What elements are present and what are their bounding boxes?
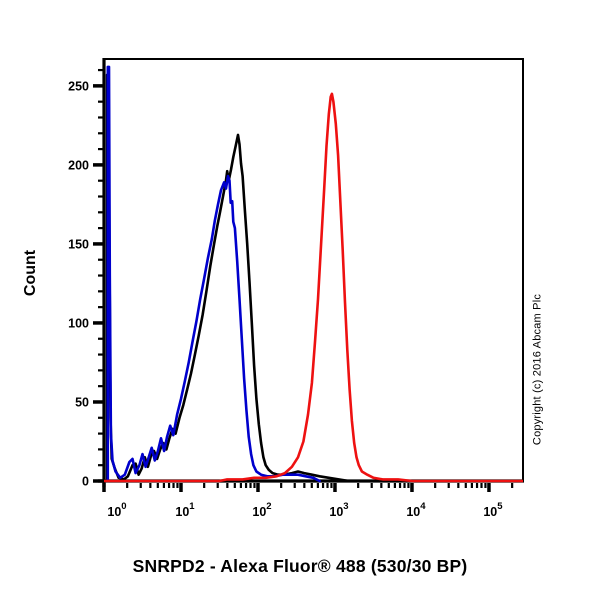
x-tick-label: 104	[406, 501, 426, 519]
curve-blue-control	[106, 65, 321, 483]
x-tick-label: 105	[483, 501, 503, 519]
chart-title: SNRPD2 - Alexa Fluor® 488 (530/30 BP)	[132, 556, 468, 576]
y-tick-label: 100	[68, 316, 89, 330]
y-axis-title: Count	[22, 249, 39, 297]
axis-tick-labels: 0 50 100 150 200 250 100 101 102 103 104 105	[68, 79, 503, 519]
plot-border	[103, 58, 524, 482]
y-tick-label: 200	[68, 158, 89, 172]
x-tick-label: 102	[252, 501, 271, 519]
y-tick-label: 50	[75, 395, 89, 409]
y-tick-label: 150	[68, 237, 89, 251]
plot-frame	[98, 58, 524, 487]
axis-ticks	[93, 68, 514, 492]
x-tick-label: 101	[175, 501, 195, 519]
curve-red-snrpd2	[104, 92, 523, 483]
y-tick-label: 250	[68, 79, 89, 93]
histogram-curves	[104, 65, 523, 483]
x-tick-label: 103	[329, 501, 348, 519]
x-tick-label: 100	[107, 501, 126, 519]
y-tick-label: 0	[82, 475, 89, 489]
copyright-text: Copyright (c) 2016 Abcam Plc	[531, 293, 543, 446]
curve-black-control	[105, 73, 351, 483]
